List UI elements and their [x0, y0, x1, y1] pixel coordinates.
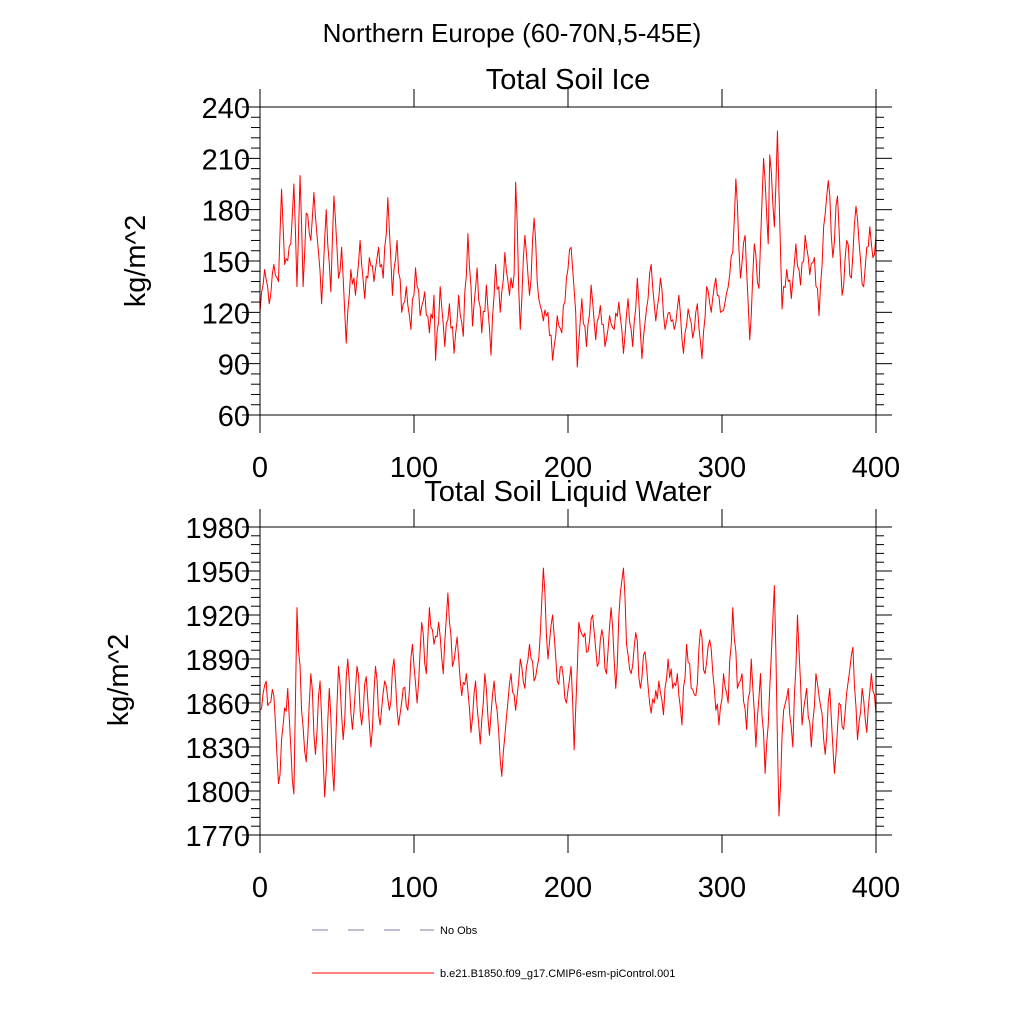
soil-ice-y-tick-labels: 60 90 120 150 180 210 240 [202, 93, 250, 433]
soil-ice-y-tick-label: 240 [202, 93, 250, 125]
soil-liquid-water-x-tick-label: 400 [852, 872, 900, 904]
soil-liquid-water-y-axis-label: kg/m^2 [103, 634, 135, 727]
soil-liquid-water-y-tick-label: 1920 [185, 601, 250, 633]
soil-ice-y-tick-label: 120 [202, 298, 250, 330]
legend: No Obs b.e21.B1850.f09_g17.CMIP6-esm-piC… [312, 925, 675, 980]
soil-liquid-water-y-tick-label: 1980 [185, 513, 250, 545]
soil-liquid-water-plot-frame [259, 526, 877, 836]
soil-ice-x-tick-label: 400 [852, 452, 900, 484]
soil-liquid-water-x-tick-label: 100 [390, 872, 438, 904]
soil-ice-x-tick-label: 200 [544, 452, 592, 484]
soil-ice-x-tick-label: 300 [698, 452, 746, 484]
soil-liquid-water-y-tick-label: 1830 [185, 733, 250, 765]
soil-liquid-water-x-tick-label: 0 [252, 872, 268, 904]
soil-liquid-water-chart: Total Soil Liquid Water kg/m^2 177018001… [103, 476, 900, 904]
soil-ice-x-tick-label: 0 [252, 452, 268, 484]
legend-label-no-obs: No Obs [440, 925, 478, 937]
soil-ice-x-tick-label: 100 [390, 452, 438, 484]
soil-liquid-water-y-tick-label: 1800 [185, 777, 250, 809]
soil-liquid-water-chart-title: Total Soil Liquid Water [424, 476, 712, 508]
soil-liquid-water-y-tick-label: 1890 [185, 645, 250, 677]
soil-liquid-water-y-tick-label: 1860 [185, 689, 250, 721]
soil-ice-tick-marks [242, 89, 892, 433]
soil-ice-y-tick-label: 90 [218, 350, 250, 382]
soil-ice-plot-frame [259, 106, 877, 416]
soil-liquid-water-x-tick-label: 200 [544, 872, 592, 904]
soil-liquid-water-series [259, 567, 877, 817]
soil-liquid-water-y-tick-label: 1950 [185, 557, 250, 589]
figure-title: Northern Europe (60-70N,5-45E) [323, 18, 702, 48]
soil-liquid-water-y-tick-label: 1770 [185, 821, 250, 853]
soil-ice-y-tick-label: 180 [202, 196, 250, 228]
soil-ice-x-tick-labels: 0 100 200 300 400 [252, 452, 900, 484]
soil-liquid-water-y-tick-labels: 1770 1800 1830 1860 1890 1920 1950 1980 [185, 513, 250, 853]
soil-liquid-water-series-line [259, 567, 877, 817]
soil-liquid-water-x-tick-label: 300 [698, 872, 746, 904]
soil-ice-y-tick-label: 60 [218, 401, 250, 433]
soil-ice-series-line [259, 130, 877, 368]
soil-ice-y-axis-label: kg/m^2 [120, 215, 152, 308]
soil-ice-chart: Total Soil Ice kg/m^2 609012015018021024… [120, 64, 900, 484]
legend-label-model: b.e21.B1850.f09_g17.CMIP6-esm-piControl.… [440, 968, 675, 980]
soil-ice-y-tick-label: 150 [202, 247, 250, 279]
soil-liquid-water-tick-marks [242, 509, 892, 853]
soil-ice-series [259, 130, 877, 368]
soil-ice-y-tick-label: 210 [202, 144, 250, 176]
soil-liquid-water-x-tick-labels: 0 100 200 300 400 [252, 872, 900, 904]
